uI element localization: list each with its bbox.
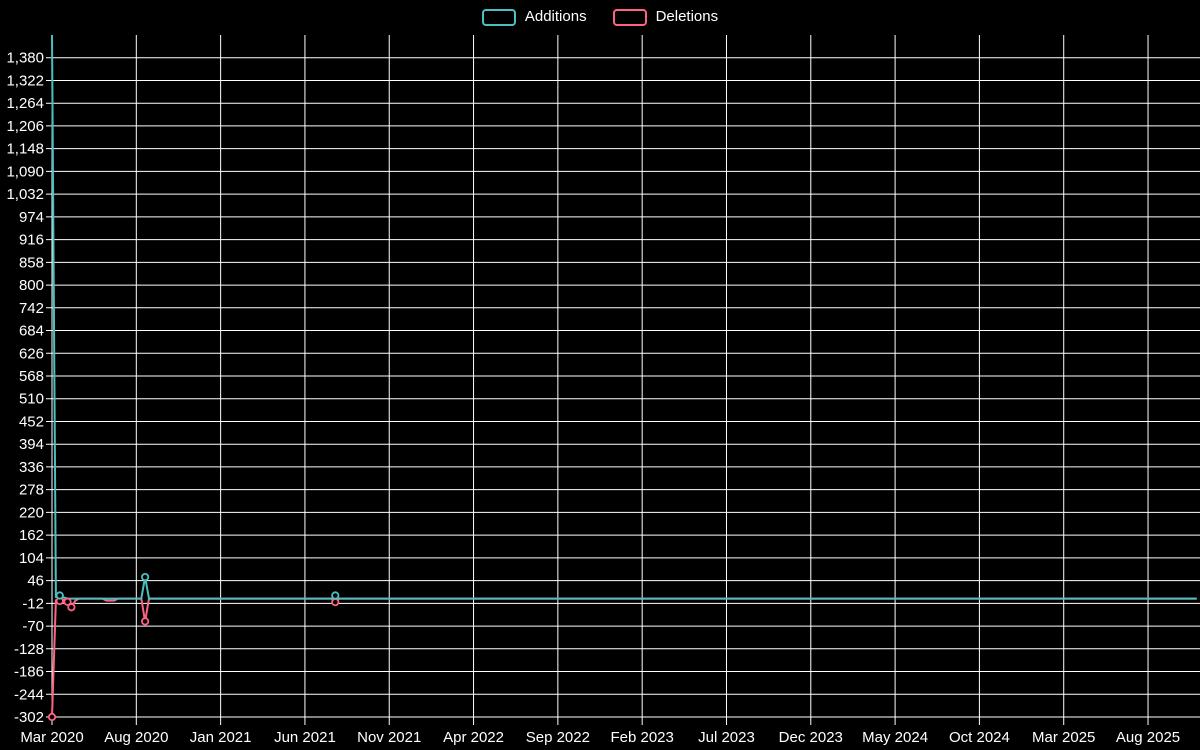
y-tick-label: 1,322: [6, 72, 44, 89]
y-tick-label: 278: [19, 482, 44, 499]
y-tick-label: 1,206: [6, 118, 44, 135]
data-point-marker-deletions: [67, 603, 76, 612]
y-tick-label: -244: [14, 686, 44, 703]
y-tick-label: 46: [27, 573, 44, 590]
y-tick-label: -128: [14, 641, 44, 658]
legend-label-additions: Additions: [524, 8, 587, 25]
y-tick-label: 162: [19, 527, 44, 544]
data-point-marker-additions: [141, 572, 150, 582]
y-tick-label: 800: [19, 277, 44, 294]
x-tick-label: Feb 2023: [610, 729, 673, 746]
x-tick-label: Dec 2023: [779, 729, 843, 746]
y-tick-label: 510: [19, 391, 44, 408]
legend-item-deletions[interactable]: Deletions: [612, 8, 719, 26]
x-tick-label: Jun 2021: [274, 729, 336, 746]
data-point-marker-deletions: [141, 617, 150, 626]
y-tick-label: 684: [19, 323, 44, 340]
series-line-additions: [51, 34, 1197, 600]
x-tick-label: Mar 2025: [1032, 729, 1095, 746]
y-tick-label: 858: [19, 254, 44, 271]
y-tick-label: 1,148: [6, 141, 44, 158]
y-tick-label: 394: [19, 436, 44, 453]
y-tick-label: 916: [19, 232, 44, 249]
y-tick-label: 1,264: [6, 95, 44, 112]
deletions-swatch-icon: [612, 8, 647, 26]
x-tick-label: Sep 2022: [526, 729, 590, 746]
x-tick-label: Aug 2020: [104, 729, 168, 746]
additions-swatch-icon: [481, 8, 516, 26]
data-point-marker-additions: [55, 591, 64, 600]
grid-lines: [46, 35, 1200, 725]
data-point-marker-additions: [331, 591, 340, 600]
x-tick-label: Nov 2021: [357, 729, 421, 746]
y-axis-labels: -302 -244 -186 -128 -70 -12 46 104 162 220 278 336 3…: [6, 50, 44, 726]
series-markers: [47, 572, 340, 722]
x-tick-label: May 2024: [862, 729, 928, 746]
legend-label-deletions: Deletions: [655, 8, 719, 25]
y-tick-label: 568: [19, 368, 44, 385]
x-axis-labels: Mar 2020 Aug 2020 Jan 2021 Jun 2021 Nov 2021…: [20, 729, 1180, 746]
y-tick-label: -186: [14, 664, 44, 681]
data-point-marker-deletions: [63, 597, 72, 606]
x-tick-label: Oct 2024: [949, 729, 1010, 746]
y-tick-label: -12: [22, 595, 44, 612]
chart-legend: Additions Deletions: [0, 8, 1200, 26]
series-line-deletions: [51, 597, 1197, 718]
y-tick-label: 452: [19, 413, 44, 430]
data-point-marker-deletions: [331, 598, 340, 607]
y-tick-label: 1,032: [6, 186, 44, 203]
y-tick-label: -70: [22, 618, 44, 635]
legend-item-additions[interactable]: Additions: [481, 8, 587, 26]
y-tick-label: 626: [19, 345, 44, 362]
y-tick-label: 220: [19, 504, 44, 521]
x-tick-label: Jan 2021: [190, 729, 252, 746]
y-tick-label: 104: [19, 550, 44, 567]
x-tick-label: Aug 2025: [1116, 729, 1180, 746]
y-tick-label: 336: [19, 459, 44, 476]
x-tick-label: Jul 2023: [698, 729, 755, 746]
y-tick-label: 1,380: [6, 50, 44, 67]
data-point-marker-deletions: [47, 712, 57, 722]
y-tick-label: 974: [19, 209, 44, 226]
y-tick-label: 1,090: [6, 163, 44, 180]
y-tick-label: -302: [14, 709, 44, 726]
x-tick-label: Mar 2020: [20, 729, 83, 746]
x-tick-label: Apr 2022: [443, 729, 504, 746]
series-lines: [51, 34, 1197, 718]
y-tick-label: 742: [19, 300, 44, 317]
